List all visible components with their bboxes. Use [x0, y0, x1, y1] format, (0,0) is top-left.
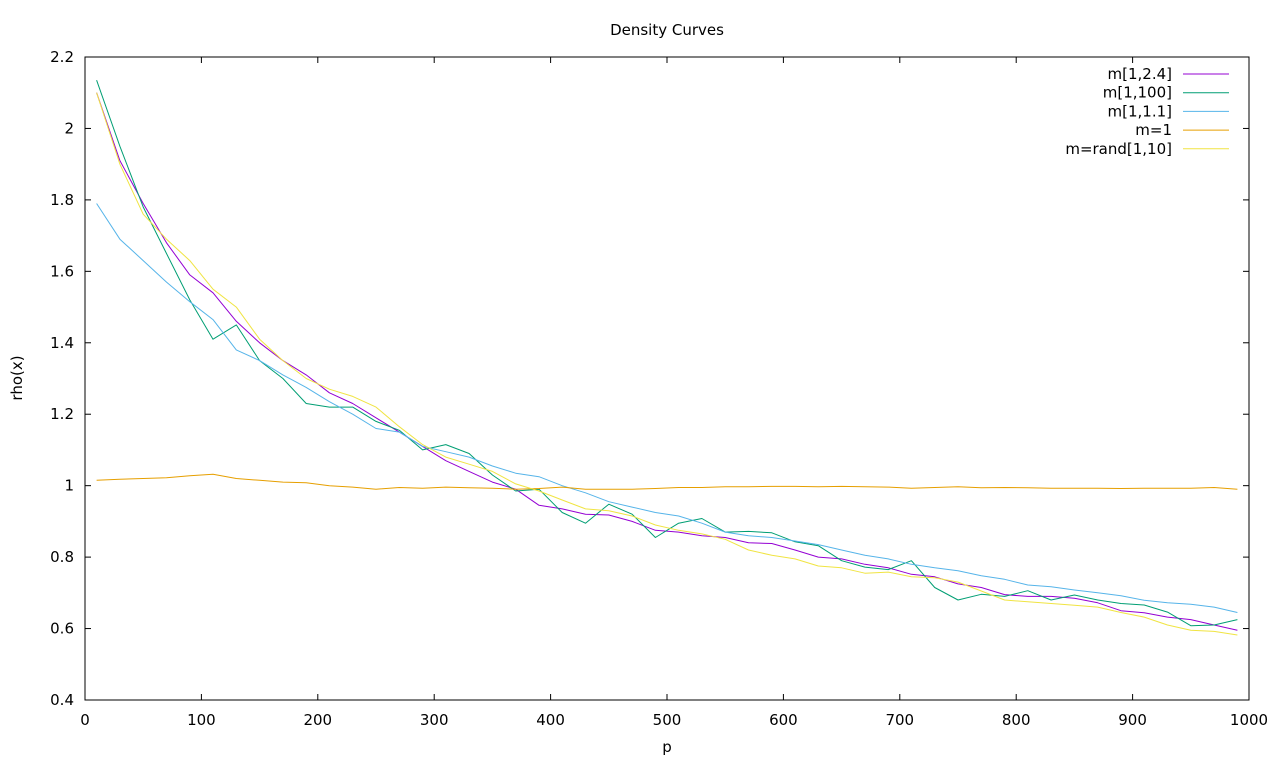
plot-frame — [84, 56, 1250, 701]
y-tick-label: 1.6 — [50, 262, 74, 280]
x-tick-label: 800 — [1002, 711, 1031, 729]
legend-label: m=1 — [1135, 121, 1172, 139]
x-tick-label: 300 — [420, 711, 449, 729]
y-tick-label: 2.2 — [50, 48, 74, 66]
x-tick-label: 1000 — [1230, 711, 1268, 729]
x-tick-label: 100 — [187, 711, 216, 729]
x-tick-label: 200 — [303, 711, 332, 729]
series-line-4 — [96, 473, 1238, 490]
y-tick-label: 0.4 — [50, 691, 74, 709]
legend-label: m[1,2.4] — [1108, 65, 1172, 83]
y-tick-label: 0.6 — [50, 620, 74, 638]
chart-title: Density Curves — [610, 21, 724, 39]
axis-ticks: 0 100 200 300 400 500 600 700 800 900 1000 0.4 0.6 0.… — [50, 48, 1268, 729]
x-axis-label: p — [662, 738, 672, 756]
legend: m[1,2.4]m[1,100]m[1,1.1]m=1m=rand[1,10] — [1065, 65, 1229, 158]
x-tick-label: 900 — [1118, 711, 1147, 729]
x-tick-label: 500 — [653, 711, 682, 729]
legend-label: m=rand[1,10] — [1065, 140, 1172, 158]
y-tick-label: 1.8 — [50, 191, 74, 209]
y-tick-label: 1 — [64, 477, 74, 495]
series-line-3 — [96, 203, 1238, 613]
y-tick-label: 1.2 — [50, 405, 74, 423]
series-lines — [96, 80, 1238, 636]
series-line-2 — [96, 80, 1238, 627]
x-tick-label: 700 — [885, 711, 914, 729]
y-axis-label: rho(x) — [8, 355, 26, 400]
x-tick-label: 0 — [80, 711, 90, 729]
legend-label: m[1,100] — [1103, 84, 1172, 102]
x-tick-label: 600 — [769, 711, 798, 729]
y-tick-label: 1.4 — [50, 334, 74, 352]
legend-label: m[1,1.1] — [1108, 102, 1172, 120]
y-tick-label: 0.8 — [50, 548, 74, 566]
series-line-5 — [96, 92, 1238, 636]
y-tick-label: 2 — [64, 119, 74, 137]
x-tick-label: 400 — [536, 711, 565, 729]
